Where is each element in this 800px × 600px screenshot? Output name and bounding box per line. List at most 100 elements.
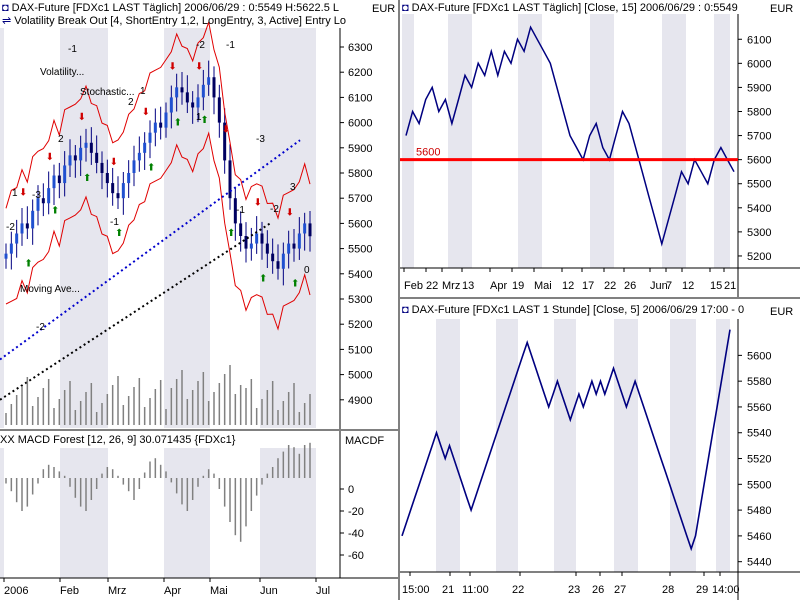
- daily-y-tick-label: 5900: [747, 82, 771, 94]
- hourly-x-tick-label: 23: [568, 584, 580, 596]
- candle-body: [281, 253, 285, 269]
- left-y-tick-label: 5800: [348, 168, 372, 180]
- buy-arrow-icon: ⬆: [291, 279, 299, 290]
- hourly-y-tick-label: 5500: [747, 479, 771, 491]
- candle-body: [217, 97, 221, 123]
- left-y-tick-label: 6100: [348, 92, 372, 104]
- buy-arrow-icon: ⬆: [115, 228, 123, 239]
- hourly-close-chart[interactable]: 5600 5580 5560 5540 5520 5500 5480 5460 5440 15:0…: [400, 299, 800, 600]
- daily-x-tick-label: 15: [710, 280, 722, 292]
- macd-y-tick-label: -40: [348, 528, 364, 540]
- buy-arrow-icon: ⬆: [227, 228, 235, 239]
- left-y-tick-label: 5400: [348, 269, 372, 281]
- blue-trendline: [0, 139, 301, 361]
- daily-chart-week-band: [590, 14, 614, 268]
- left-price-chart[interactable]: 6300 6200 6100 6000 5900 5800 5700 5600 5500 5400…: [0, 0, 398, 600]
- hourly-x-tick-label: 28: [662, 584, 674, 596]
- candle-body: [116, 193, 120, 199]
- macd-y-tick-label: -20: [348, 506, 364, 518]
- macd-title: XX MACD Forest [12, 26, 9] 30.071435 {FD…: [0, 433, 235, 447]
- candle-body: [111, 183, 115, 194]
- left-x-tick-label: Jul: [316, 585, 330, 597]
- daily-x-tick-label: Mai: [534, 280, 552, 292]
- candle-body: [175, 87, 179, 98]
- chart-annotation: 0: [304, 265, 310, 276]
- hourly-y-tick-label: 5580: [747, 376, 771, 388]
- buy-arrow-icon: ⬆: [83, 173, 91, 184]
- sell-arrow-icon: ⬇: [78, 112, 86, 123]
- candle-body: [63, 165, 67, 184]
- candle-body: [73, 155, 77, 161]
- macd-month-band: [0, 448, 4, 578]
- left-chart-indicator: ⇌ Volatility Break Out [4, ShortEntry 1,2…: [0, 14, 346, 28]
- chart-annotation: -1: [236, 205, 245, 216]
- candle-body: [25, 223, 29, 229]
- hourly-y-tick-label: 5520: [747, 454, 771, 466]
- chart-annotation: 1: [140, 86, 146, 97]
- chart-annotation: -3: [256, 134, 265, 145]
- hourly-chart-day-band: [614, 319, 638, 572]
- daily-chart-week-band: [518, 14, 542, 268]
- left-y-tick-label: 5700: [348, 193, 372, 205]
- candle-body: [255, 233, 259, 244]
- candle-body: [121, 183, 125, 199]
- left-chart-month-band: [0, 28, 4, 428]
- candle-body: [4, 253, 8, 259]
- upper-envelope: [5, 20, 311, 220]
- candle-body: [249, 243, 253, 249]
- chart-icon: ◘: [402, 304, 409, 316]
- candle-body: [15, 233, 19, 244]
- daily-x-tick-label: Feb: [404, 280, 423, 292]
- chart-annotation: -3: [32, 190, 41, 201]
- candle-body: [148, 132, 152, 143]
- chart-annotation: -1: [226, 40, 235, 51]
- hourly-y-tick-label: 5540: [747, 428, 771, 440]
- chart-annotation: Moving Ave...: [20, 284, 80, 295]
- lower-envelope: [5, 131, 311, 331]
- candle-body: [271, 253, 275, 262]
- hourly-x-tick-label: 21: [442, 584, 454, 596]
- daily-currency-label: EUR: [770, 3, 794, 15]
- level-line-label: 5600: [416, 147, 440, 159]
- candle-body: [47, 188, 51, 204]
- chart-annotation: 2: [58, 134, 64, 145]
- sell-arrow-icon: ⬇: [168, 61, 176, 72]
- sell-arrow-icon: ⬇: [142, 107, 150, 118]
- buy-arrow-icon: ⬆: [174, 117, 182, 128]
- panel-divider-vertical[interactable]: [398, 0, 400, 600]
- candle-body: [185, 92, 189, 103]
- candle-body: [265, 243, 269, 254]
- candle-body: [228, 160, 232, 199]
- panel-divider-horizontal[interactable]: [400, 297, 800, 299]
- hourly-chart-day-band: [436, 319, 460, 572]
- sell-arrow-icon: ⬇: [110, 157, 118, 168]
- buy-arrow-icon: ⬆: [147, 163, 155, 174]
- candle-body: [287, 243, 291, 254]
- daily-close-chart[interactable]: 6100 6000 5900 5800 5700 5600 5500 5400 5300 5200…: [400, 0, 800, 297]
- daily-chart-week-band: [402, 14, 414, 268]
- candle-body: [41, 198, 45, 204]
- hourly-chart-day-band: [716, 319, 730, 572]
- candle-body: [95, 152, 99, 163]
- chart-annotation: -1: [68, 44, 77, 55]
- daily-y-tick-label: 5600: [747, 155, 771, 167]
- candle-body: [9, 243, 13, 254]
- candle-body: [239, 223, 243, 236]
- chart-annotation: 1: [196, 112, 202, 123]
- candle-body: [303, 223, 307, 234]
- sell-arrow-icon: ⬇: [286, 208, 294, 219]
- daily-y-tick-label: 6000: [747, 58, 771, 70]
- daily-x-tick-label: Jun: [650, 280, 668, 292]
- buy-arrow-icon: ⬆: [51, 206, 59, 217]
- chart-annotation: 1: [12, 188, 18, 199]
- sell-arrow-icon: ⬇: [254, 197, 262, 208]
- chart-icon: ◘: [2, 2, 9, 14]
- chart-annotation: -2: [196, 40, 205, 51]
- macd-month-band: [60, 448, 108, 578]
- sell-arrow-icon: ⬇: [46, 152, 54, 163]
- daily-x-tick-label: 21: [724, 280, 736, 292]
- daily-x-tick-label: 12: [562, 280, 574, 292]
- daily-y-tick-label: 5400: [747, 203, 771, 215]
- candle-body: [260, 233, 264, 244]
- candle-body: [105, 173, 109, 184]
